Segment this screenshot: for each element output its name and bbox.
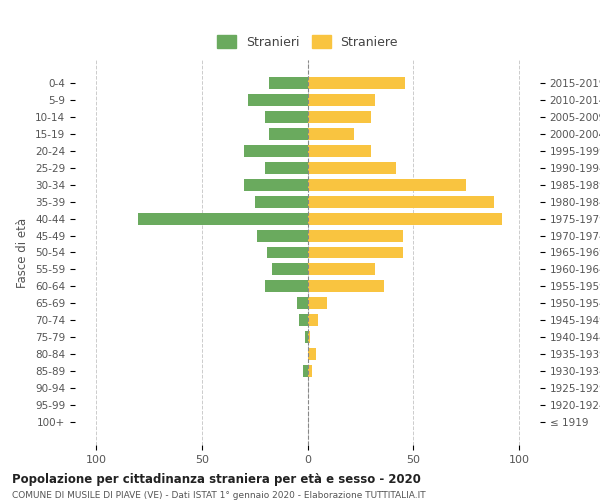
Y-axis label: Fasce di età: Fasce di età <box>16 218 29 288</box>
Bar <box>244 179 308 191</box>
Bar <box>308 230 403 241</box>
Bar <box>308 179 466 191</box>
Bar <box>297 298 308 309</box>
Bar <box>299 314 308 326</box>
Bar <box>308 246 403 258</box>
Bar <box>308 331 310 343</box>
Bar <box>308 94 375 106</box>
Bar <box>265 280 308 292</box>
Bar <box>308 348 316 360</box>
Bar <box>269 78 308 90</box>
Bar <box>139 213 308 224</box>
Text: Popolazione per cittadinanza straniera per età e sesso - 2020: Popolazione per cittadinanza straniera p… <box>12 472 421 486</box>
Bar <box>308 162 396 174</box>
Bar <box>308 112 371 123</box>
Bar <box>308 365 312 377</box>
Bar <box>308 213 502 224</box>
Bar <box>272 264 308 276</box>
Bar <box>303 365 308 377</box>
Bar <box>265 112 308 123</box>
Bar <box>305 331 308 343</box>
Bar <box>308 280 383 292</box>
Bar <box>265 162 308 174</box>
Bar <box>308 78 405 90</box>
Bar <box>308 264 375 276</box>
Text: COMUNE DI MUSILE DI PIAVE (VE) - Dati ISTAT 1° gennaio 2020 - Elaborazione TUTTI: COMUNE DI MUSILE DI PIAVE (VE) - Dati IS… <box>12 491 425 500</box>
Bar <box>244 145 308 157</box>
Bar <box>254 196 308 207</box>
Bar <box>308 145 371 157</box>
Bar <box>268 246 308 258</box>
Legend: Stranieri, Straniere: Stranieri, Straniere <box>213 32 402 52</box>
Bar <box>308 314 318 326</box>
Bar <box>308 298 326 309</box>
Bar <box>308 128 354 140</box>
Bar <box>308 196 493 207</box>
Bar <box>269 128 308 140</box>
Bar <box>248 94 308 106</box>
Bar <box>257 230 308 241</box>
